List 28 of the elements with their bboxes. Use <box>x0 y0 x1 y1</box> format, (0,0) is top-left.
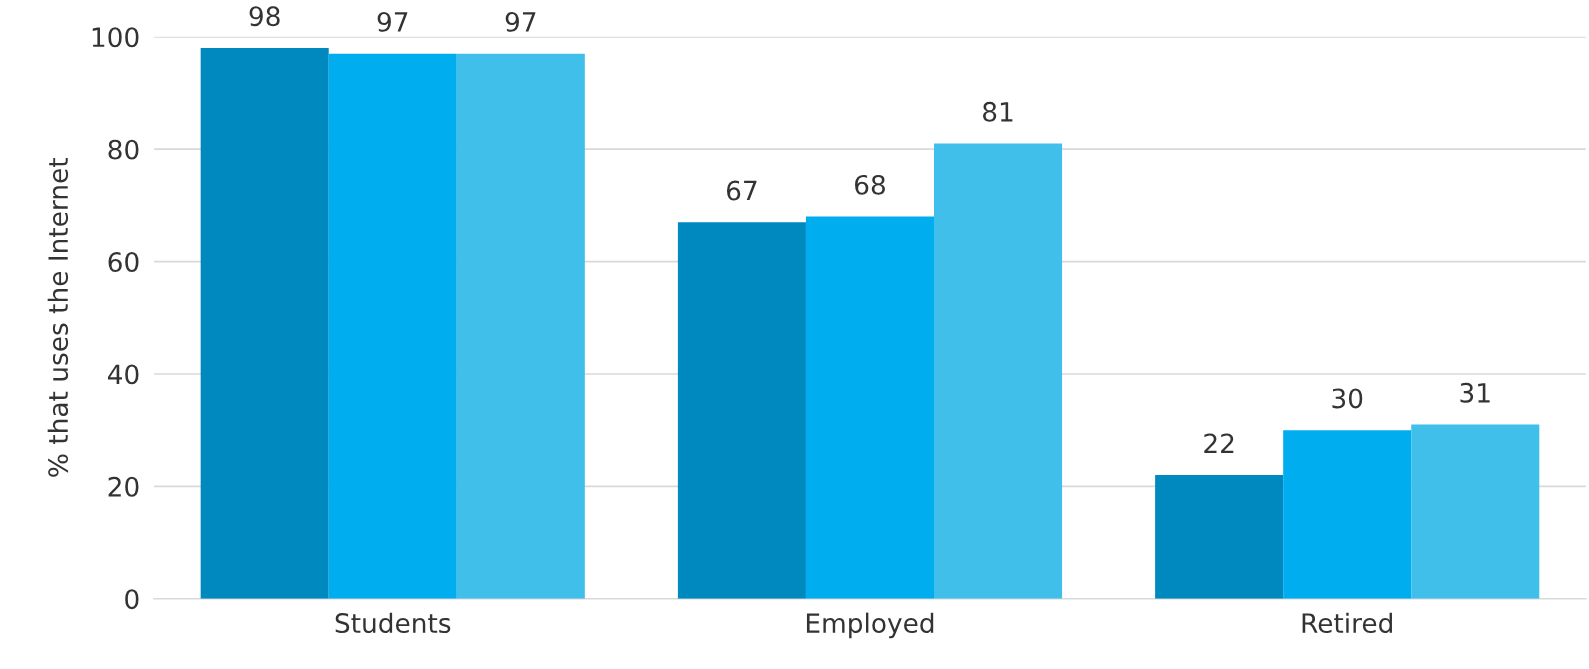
data-label: 31 <box>1460 382 1490 403</box>
x-tick-label: Students <box>335 612 451 634</box>
bar <box>1155 475 1284 599</box>
y-tick-label: 100 <box>92 27 139 48</box>
y-tick-label: 0 <box>125 589 139 610</box>
y-axis-title: % that uses the Internet <box>47 158 69 477</box>
data-label: 68 <box>855 174 885 195</box>
y-tick-label: 80 <box>108 139 139 160</box>
bar <box>934 143 1063 599</box>
data-label: 81 <box>983 101 1013 122</box>
data-label: 97 <box>377 11 408 32</box>
y-tick-label: 20 <box>108 476 139 497</box>
data-label: 97 <box>505 11 536 32</box>
y-tick-label: 60 <box>108 252 139 272</box>
x-tick-label: Retired <box>1302 612 1392 634</box>
data-label: 22 <box>1204 433 1234 453</box>
bar <box>200 48 329 599</box>
data-label: 67 <box>726 180 757 201</box>
data-label: 30 <box>1332 388 1363 409</box>
y-tick-label: 40 <box>107 364 139 385</box>
bar <box>677 222 806 599</box>
data-label: 98 <box>249 6 280 27</box>
bar <box>805 216 935 599</box>
bar <box>456 53 585 599</box>
x-tick-label: Employed <box>806 612 934 639</box>
bar <box>328 53 457 599</box>
bar <box>1411 424 1540 599</box>
bar <box>1283 430 1412 599</box>
